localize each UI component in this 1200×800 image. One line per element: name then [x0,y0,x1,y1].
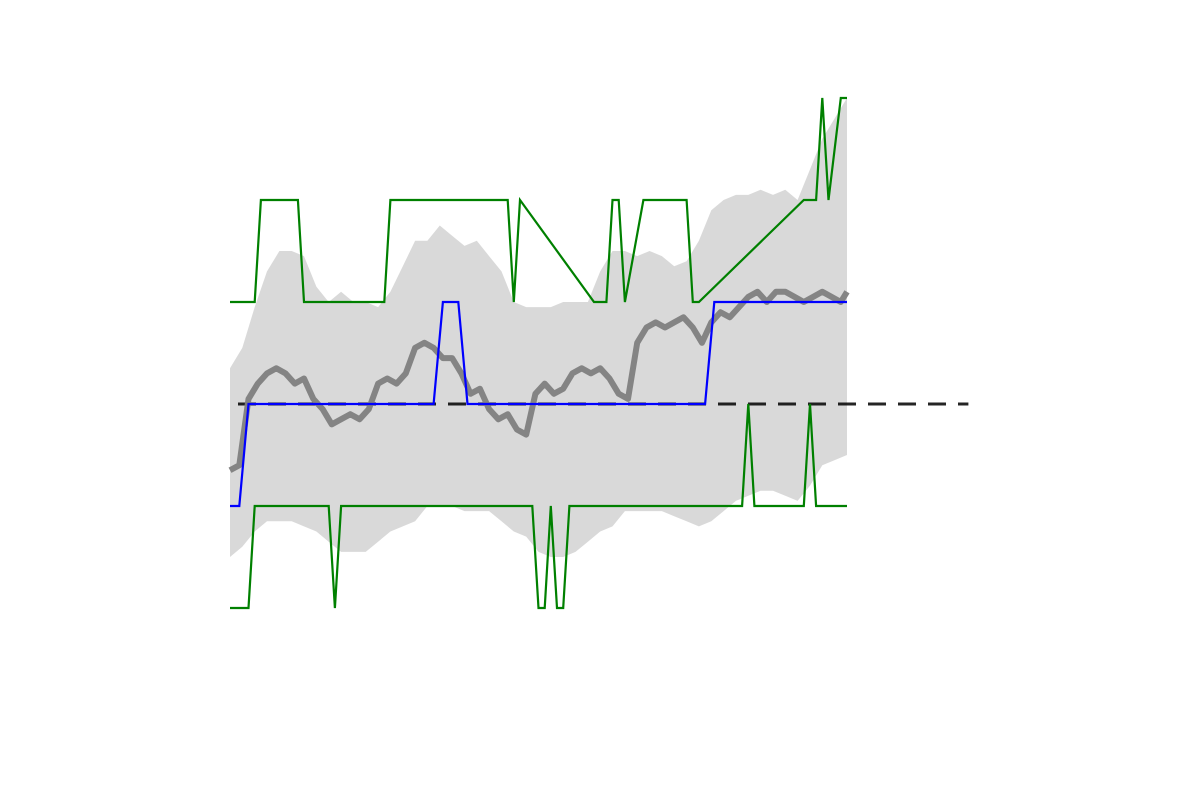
green-lower-step-line [230,403,847,610]
blue-step-line [230,300,847,508]
confidence-band [230,98,847,557]
mean-line [228,288,850,473]
green-upper-step-line [230,96,847,304]
